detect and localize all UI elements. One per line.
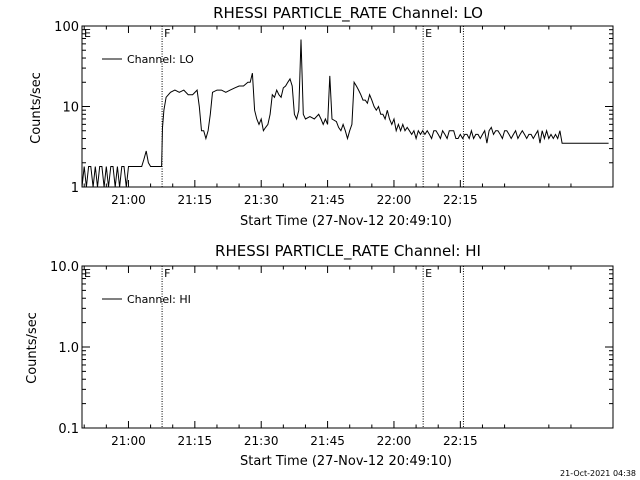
lo-y-tick-label: 1 xyxy=(71,181,79,196)
hi-y-axis-label: Counts/sec xyxy=(25,312,40,384)
hi-y-tick-label: 10.0 xyxy=(50,260,79,275)
hi-plot-area: 21:00 21:15 21:30 21:45 22:00 22:15 0.1 1.0 10.0… xyxy=(50,260,614,448)
lo-legend-label: Channel: LO xyxy=(127,53,194,66)
hi-y-tick-label: 0.1 xyxy=(58,422,79,437)
lo-x-tick-label: 21:30 xyxy=(244,193,279,207)
hi-event-marker-label: F xyxy=(164,267,170,280)
lo-event-marker-label: E xyxy=(425,27,432,40)
lo-y-tick-label: 100 xyxy=(54,20,79,35)
hi-x-tick-label: 22:15 xyxy=(443,434,478,448)
lo-plot-area: 21:00 21:15 21:30 21:45 22:00 22:15 1 10 100 E F E C… xyxy=(54,20,614,207)
hi-x-axis-label: Start Time (27-Nov-12 20:49:10) xyxy=(240,454,452,469)
lo-series-line xyxy=(81,39,609,188)
lo-y-tick-label: 10 xyxy=(62,101,79,116)
lo-x-axis-label: Start Time (27-Nov-12 20:49:10) xyxy=(240,214,452,229)
lo-x-tick-label: 21:00 xyxy=(111,193,146,207)
hi-x-tick-label: 21:30 xyxy=(244,434,279,448)
hi-x-tick-label: 22:00 xyxy=(377,434,412,448)
hi-channel-plot: RHESSI PARTICLE_RATE Channel: HI 21:00 21… xyxy=(25,242,614,469)
lo-event-marker-label: E xyxy=(84,27,91,40)
hi-x-tick-label: 21:15 xyxy=(178,434,213,448)
hi-plot-title: RHESSI PARTICLE_RATE Channel: HI xyxy=(215,242,481,261)
lo-x-tick-label: 21:15 xyxy=(178,193,213,207)
lo-event-marker-label: F xyxy=(164,27,170,40)
lo-channel-plot: RHESSI PARTICLE_RATE Channel: LO 21:00 21… xyxy=(29,4,614,229)
hi-x-tick-label: 21:00 xyxy=(111,434,146,448)
lo-x-tick-label: 22:15 xyxy=(443,193,478,207)
footer-timestamp: 21-Oct-2021 04:38 xyxy=(560,469,636,478)
lo-x-tick-label: 22:00 xyxy=(377,193,412,207)
hi-x-tick-label: 21:45 xyxy=(310,434,345,448)
lo-x-tick-label: 21:45 xyxy=(310,193,345,207)
hi-event-marker-label: E xyxy=(425,267,432,280)
hi-legend-label: Channel: HI xyxy=(127,293,191,306)
lo-plot-title: RHESSI PARTICLE_RATE Channel: LO xyxy=(213,4,483,23)
hi-event-marker-label: E xyxy=(84,267,91,280)
lo-y-axis-label: Counts/sec xyxy=(29,72,44,144)
hi-y-tick-label: 1.0 xyxy=(58,341,79,356)
